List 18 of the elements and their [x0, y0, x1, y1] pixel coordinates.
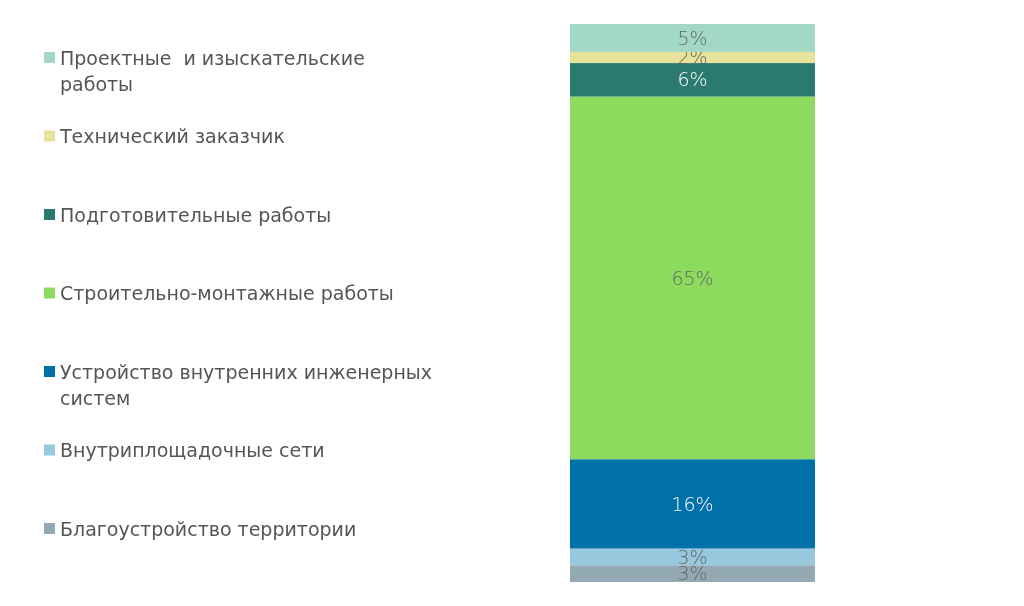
legend-label: Проектные и изыскательские работы	[60, 46, 365, 95]
bar	[570, 51, 815, 64]
legend-label: Строительно-монтажные работы	[60, 282, 394, 305]
data-label: 5%	[677, 26, 708, 49]
legend-label: Благоустройство территории	[60, 517, 357, 540]
bar	[570, 459, 815, 549]
bar	[570, 548, 815, 566]
bar	[570, 24, 815, 52]
bar	[570, 96, 815, 460]
data-label: 16%	[671, 492, 714, 515]
legend-label: Подготовительные работы	[60, 203, 332, 226]
bar	[570, 565, 815, 582]
data-label: 65%	[671, 266, 714, 289]
legend-label: Устройство внутренних инженерных систем	[60, 360, 433, 409]
bar	[570, 63, 815, 97]
data-label: 6%	[677, 68, 708, 91]
legend-label: Технический заказчик	[59, 125, 285, 148]
legend-label: Внутриплощадочные сети	[60, 439, 325, 462]
